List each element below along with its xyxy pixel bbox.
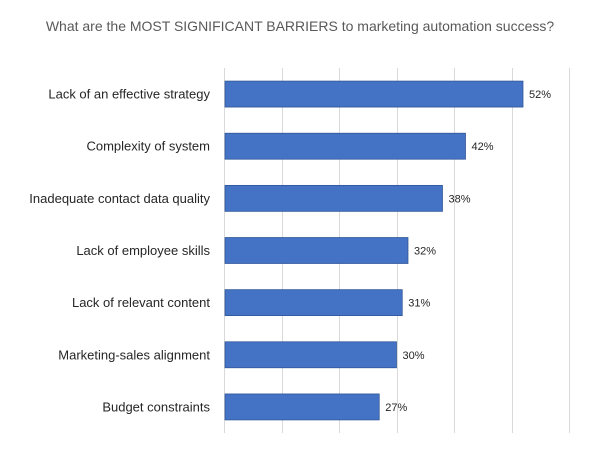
data-label: 31% [408,298,430,310]
bar [224,80,524,108]
category-labels: Lack of an effective strategy Complexity … [29,87,210,415]
bar [224,237,409,264]
data-label: 32% [414,246,436,258]
category-label: Complexity of system [86,139,210,154]
value-labels: 52% 42% 38% 32% 31% 30% 27% [385,89,551,414]
data-label: 27% [385,402,407,414]
bar [224,132,466,160]
category-label: Inadequate contact data quality [29,191,210,206]
bar [224,393,380,421]
bar [224,341,397,369]
category-label: Marketing-sales alignment [58,347,210,362]
category-label: Lack of employee skills [76,243,210,258]
data-label: 42% [472,141,494,153]
data-label: 52% [529,89,551,101]
bar [224,289,403,317]
bars [224,80,524,421]
category-label: Lack of an effective strategy [48,87,210,102]
data-label: 30% [403,350,425,362]
chart-title: What are the MOST SIGNIFICANT BARRIERS t… [45,18,555,34]
data-label: 38% [449,193,471,205]
category-label: Lack of relevant content [72,295,210,310]
bar [224,184,443,212]
category-label: Budget constraints [102,399,210,414]
